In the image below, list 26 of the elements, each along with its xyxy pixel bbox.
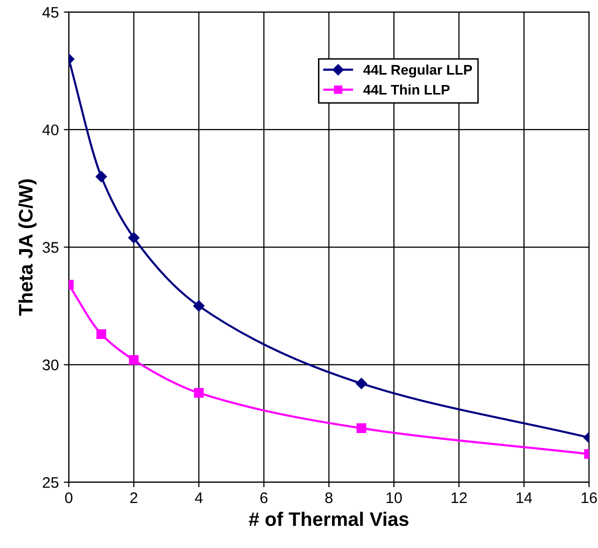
x-tick-label: 2 [130, 492, 138, 504]
point [128, 232, 140, 244]
x-tick-label: 6 [260, 492, 268, 504]
y-tick-label: 25 [42, 477, 58, 488]
y-tick-label: 40 [42, 124, 58, 136]
point [194, 388, 204, 398]
legend-label: 44L Thin LLP [363, 84, 450, 95]
y-tick-label: 45 [42, 7, 58, 18]
x-tick-label: 16 [582, 492, 597, 504]
point [193, 300, 204, 312]
y-tick-label: 35 [42, 242, 58, 253]
x-tick-label: 14 [516, 492, 532, 504]
point [128, 355, 139, 365]
x-tick-label: 0 [65, 492, 72, 504]
legend-label: 44L Regular LLP [363, 64, 472, 78]
point [96, 171, 107, 182]
x-tick-label: 10 [386, 492, 402, 504]
x-axis-title: # of Thermal Vias [248, 512, 408, 526]
x-tick-label: 4 [194, 492, 203, 504]
point [356, 423, 366, 434]
y-axis-title: Theta JA (C/W) [18, 179, 36, 316]
point [356, 378, 368, 390]
x-tick-label: 8 [325, 492, 332, 504]
x-tick-label: 12 [452, 492, 467, 504]
point [96, 329, 106, 339]
y-tick-label: 30 [42, 360, 58, 370]
